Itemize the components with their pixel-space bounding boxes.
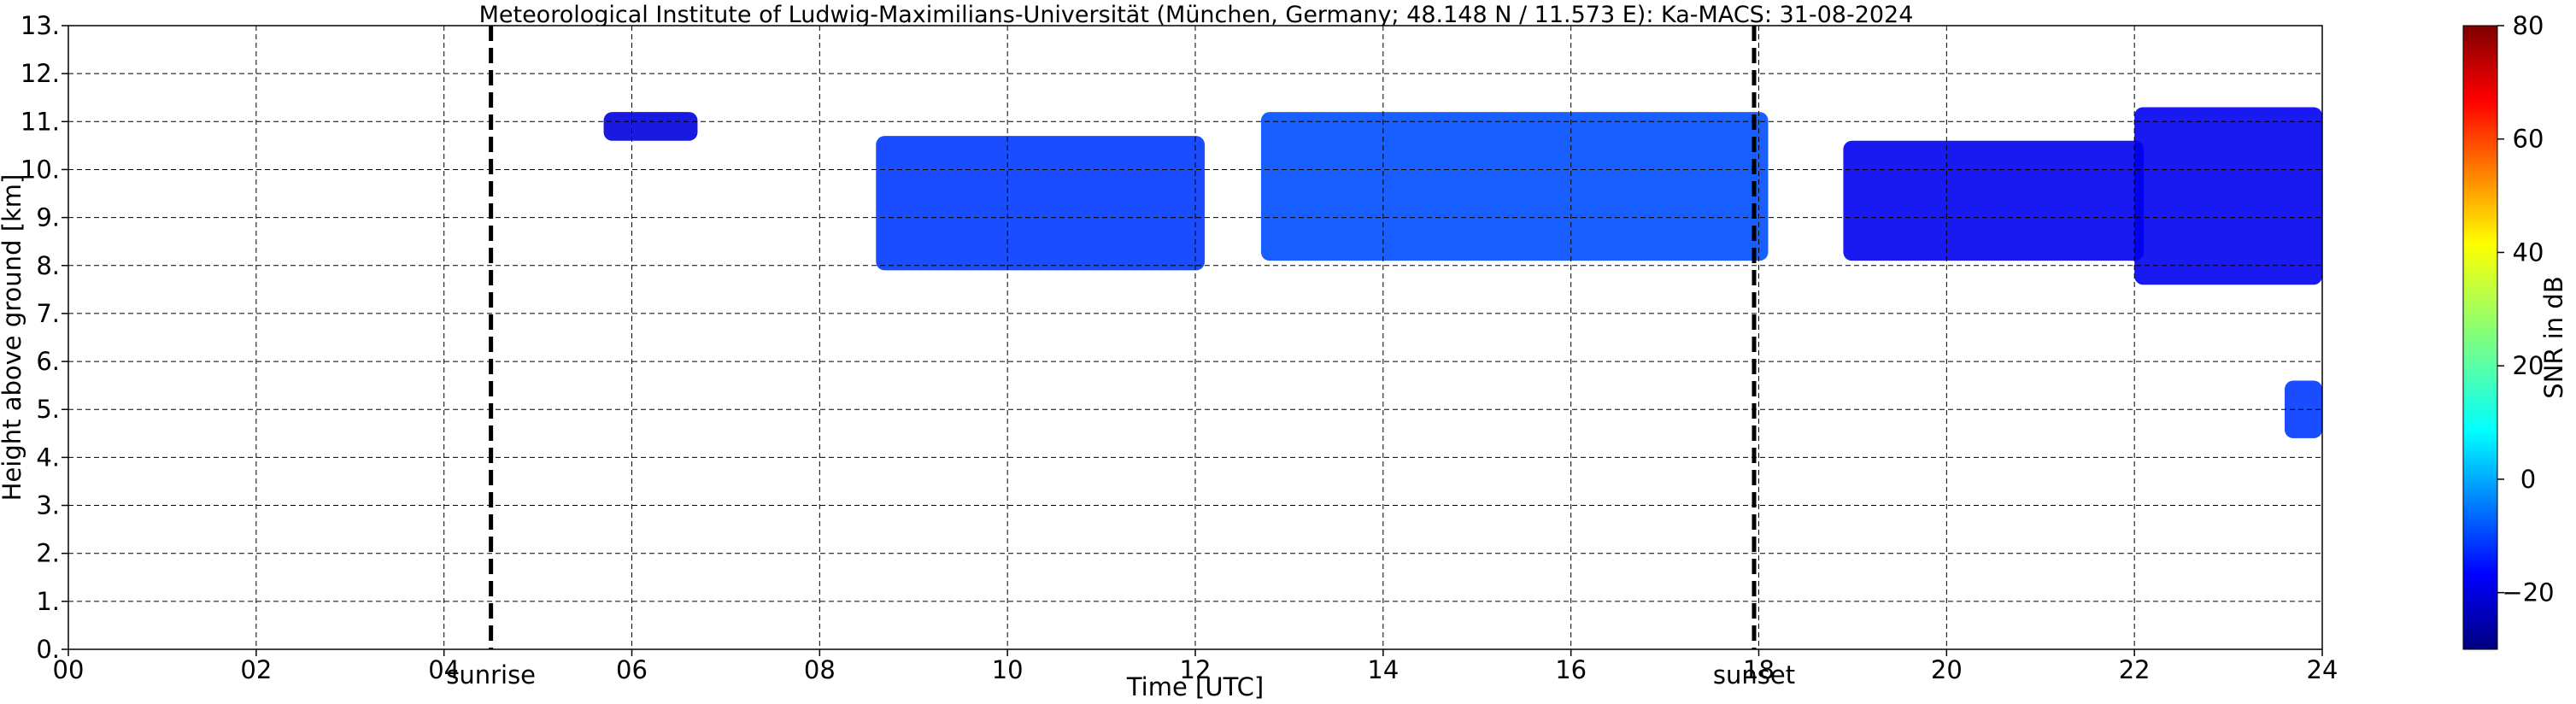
- y-axis: 0. 1. 2. 3. 4. 5. 6. 7. 8. 9. 10. 11. 12. 13.: [21, 11, 68, 664]
- y-tick-label: 3.: [36, 491, 60, 520]
- x-tick-label: 20: [1931, 655, 1963, 684]
- x-axis-label: Time [UTC]: [1126, 672, 1264, 701]
- marker-layer: sunrise sunset: [446, 26, 1795, 689]
- y-axis-label: Height above ground [km]: [0, 174, 26, 502]
- x-tick-label: 06: [616, 655, 648, 684]
- plot-area: sunrise sunset: [67, 25, 2323, 689]
- colorbar-tick-label: 20: [2513, 351, 2544, 380]
- y-tick-label: 2.: [36, 539, 60, 568]
- echo-region-mid-level-24: [2285, 380, 2322, 438]
- y-tick-label: 5.: [36, 395, 60, 424]
- x-tick-label: 10: [992, 655, 1024, 684]
- x-tick-label: 02: [240, 655, 272, 684]
- echo-region-cirrus-18-22: [1843, 140, 2145, 261]
- sunrise-label: sunrise: [446, 660, 536, 689]
- x-tick-label: 14: [1367, 655, 1399, 684]
- colorbar-tick-label: 80: [2513, 11, 2544, 40]
- x-tick-label: 00: [53, 655, 85, 684]
- y-tick-label: 11.: [21, 107, 60, 136]
- colorbar: −20 0 20 40 60 80 SNR in dB: [2462, 11, 2568, 650]
- y-tick-label: 4.: [36, 443, 60, 472]
- x-tick-label: 08: [804, 655, 836, 684]
- colorbar-tick-label: 0: [2520, 465, 2536, 494]
- echo-region-cirrus-08-12: [876, 136, 1205, 271]
- y-tick-label: 6.: [36, 347, 60, 376]
- colorbar-label: SNR in dB: [2539, 276, 2568, 398]
- grid-layer: [68, 26, 2322, 649]
- echo-region-cirrus-06: [603, 112, 698, 141]
- colorbar-tick-label: −20: [2502, 578, 2554, 607]
- colorbar-scale: [2462, 25, 2498, 650]
- chart-title: Meteorological Institute of Ludwig-Maxim…: [479, 2, 1914, 28]
- x-tick-label: 18: [1743, 655, 1775, 684]
- x-axis: 00 02 04 06 08 10 12 14 16 18 20 22 24: [53, 649, 2338, 684]
- y-tick-label: 7.: [36, 299, 60, 328]
- echo-region-cirrus-22-24: [2134, 107, 2322, 285]
- x-tick-label: 04: [428, 655, 460, 684]
- y-tick-label: 12.: [21, 59, 60, 88]
- x-tick-label: 16: [1555, 655, 1587, 684]
- y-tick-label: 10.: [21, 155, 60, 184]
- y-tick-label: 8.: [36, 251, 60, 280]
- echo-region-cirrus-12-18: [1260, 112, 1769, 261]
- colorbar-ticks: −20 0 20 40 60 80: [2497, 11, 2555, 607]
- colorbar-tick-label: 60: [2513, 125, 2544, 154]
- sunset-label: sunset: [1713, 660, 1795, 689]
- y-tick-label: 0.: [36, 635, 60, 664]
- y-tick-label: 1.: [36, 587, 60, 616]
- colorbar-tick-label: 40: [2513, 238, 2544, 267]
- x-tick-label: 12: [1180, 655, 1212, 684]
- x-tick-label: 24: [2307, 655, 2338, 684]
- x-tick-label: 22: [2119, 655, 2151, 684]
- y-tick-label: 13.: [21, 11, 60, 40]
- y-tick-label: 9.: [36, 203, 60, 232]
